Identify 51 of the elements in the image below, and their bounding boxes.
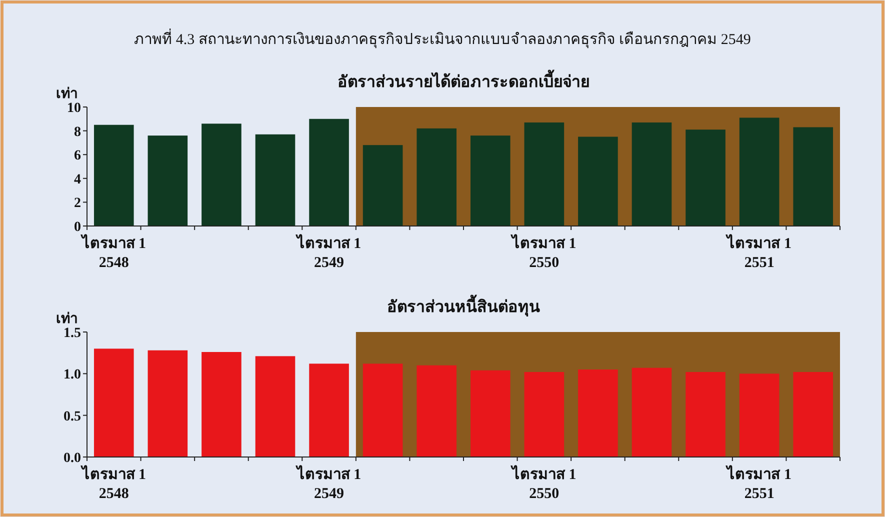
bar	[255, 356, 296, 457]
bar	[309, 364, 349, 457]
x-tick-label: ไตรมาส 1 2549	[294, 233, 362, 271]
y-tick-label: 0	[74, 220, 81, 235]
bar	[793, 127, 834, 226]
bar	[686, 130, 726, 226]
bar	[524, 122, 564, 226]
bar	[632, 122, 672, 226]
x-tick-label: ไตรมาส 1 2550	[510, 464, 576, 502]
x-tick-label: ไตรมาส 1 2548	[80, 464, 146, 502]
bar	[309, 118, 349, 226]
y-tick-label: 1.0	[64, 368, 81, 383]
y-tick-label: 10	[67, 101, 81, 116]
bar	[739, 118, 780, 226]
bar	[686, 372, 726, 457]
y-tick-label: 0.0	[64, 451, 81, 466]
bar	[202, 352, 242, 457]
bar	[202, 124, 242, 226]
text: ภาพที่ 4.3 สถานะทางการเงินของภาคธุรกิจประเมินจากแบบจำลองภาคธุรกิจ เดือนกรกฎาคม 2549	[134, 28, 751, 49]
bar	[793, 372, 834, 457]
x-tick-label: ไตรมาส 1 2548	[80, 233, 146, 271]
bar	[578, 370, 618, 457]
bar	[524, 372, 564, 457]
y-tick-label: 4	[74, 172, 81, 188]
bar	[148, 350, 188, 457]
y-axis-title: เท่า	[56, 311, 78, 327]
y-tick-label: 8	[74, 124, 81, 140]
x-tick-label: ไตรมาส 1 2551	[725, 464, 792, 502]
bar	[94, 124, 134, 226]
bar	[416, 365, 457, 457]
bar	[255, 134, 296, 226]
y-tick-label: 6	[74, 148, 81, 164]
x-tick-label: ไตรมาส 1 2549	[294, 464, 362, 502]
bar	[578, 136, 618, 226]
bar	[362, 364, 403, 457]
bar	[632, 368, 672, 457]
bar	[739, 374, 780, 457]
y-axis-title: เท่า	[56, 86, 78, 102]
bar	[470, 136, 510, 226]
y-tick-label: 2	[74, 196, 81, 212]
bar	[94, 348, 134, 457]
chart-title: อัตราส่วนรายได้ต่อภาระดอกเบี้ยจ่าย	[338, 69, 590, 91]
y-tick-label: 1.5	[64, 326, 81, 341]
chart-title: อัตราส่วนหนี้สินต่อทุน	[387, 294, 540, 317]
x-tick-label: ไตรมาส 1 2550	[510, 233, 576, 271]
x-tick-label: ไตรมาส 1 2551	[725, 233, 792, 271]
y-tick-label: 0.5	[64, 409, 81, 424]
bar	[362, 145, 403, 226]
bar	[470, 370, 510, 457]
bar	[416, 128, 457, 226]
bar	[148, 136, 188, 226]
